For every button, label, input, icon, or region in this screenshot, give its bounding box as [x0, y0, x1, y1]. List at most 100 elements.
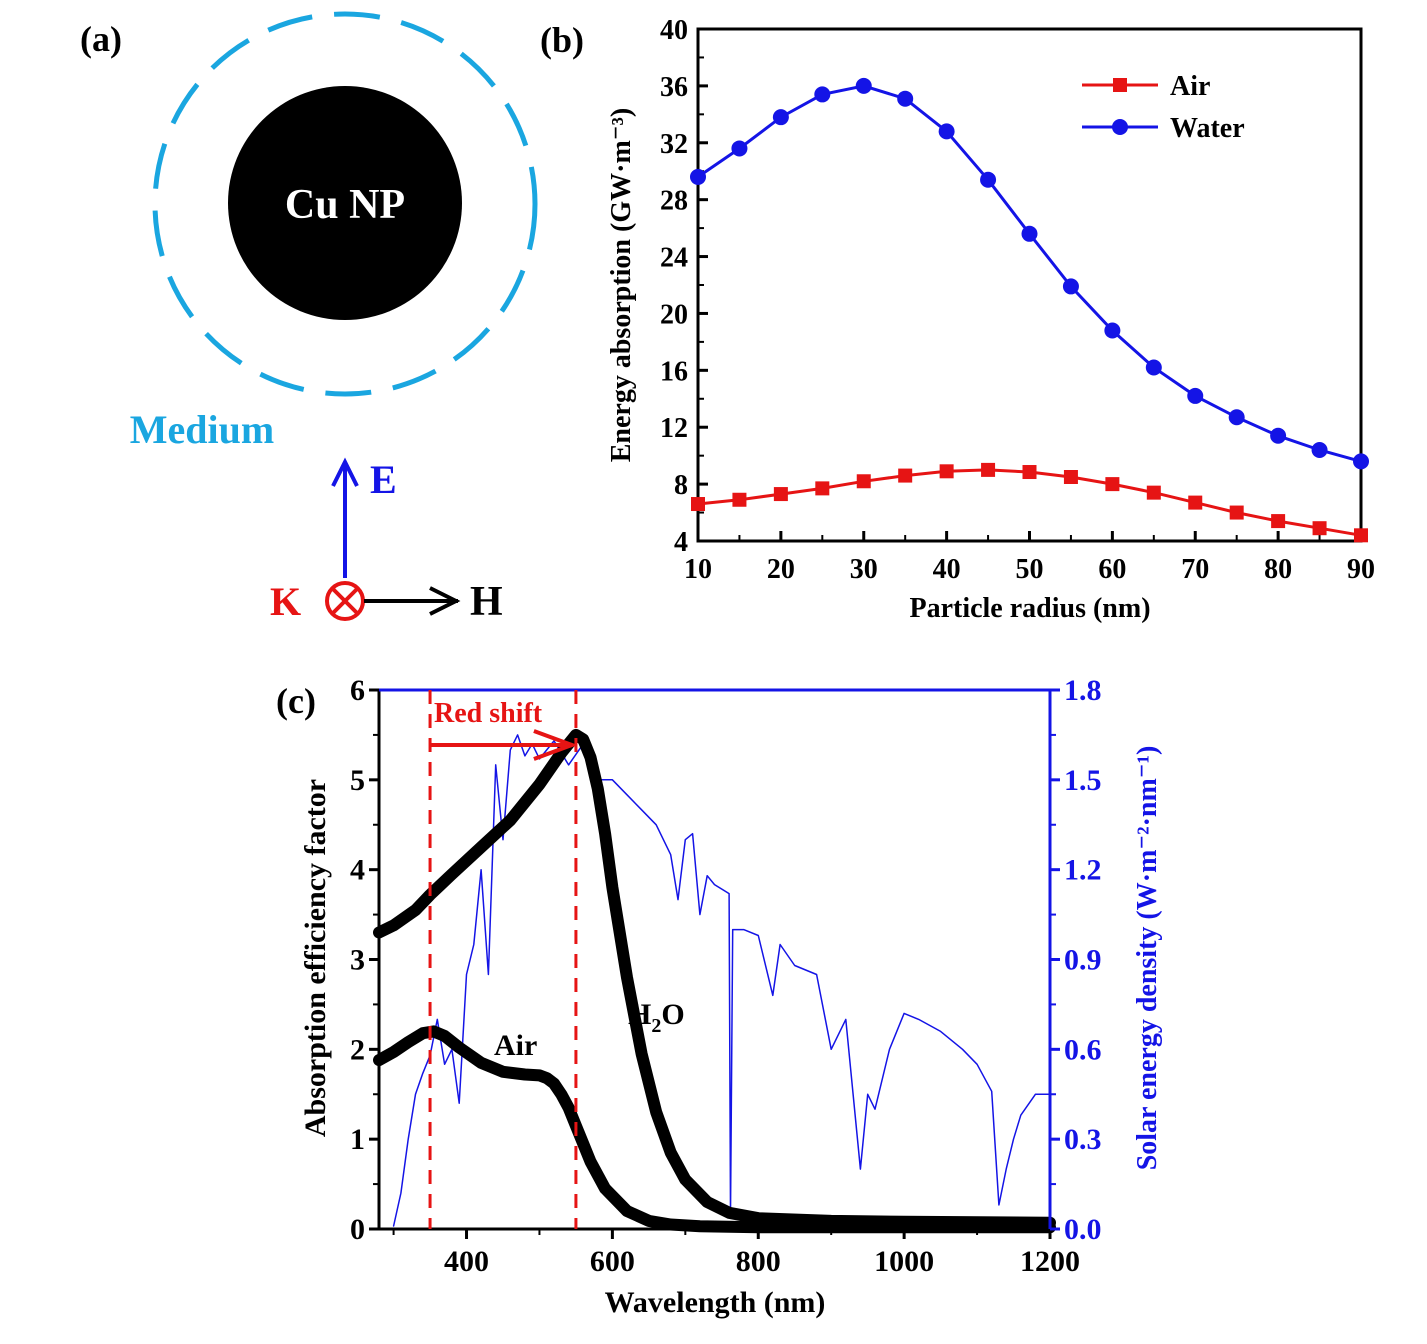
series-solar-spectrum: [392, 734, 1051, 1227]
x-tick-label-c: 1000: [874, 1245, 934, 1278]
data-point: [1062, 278, 1079, 295]
data-point: [1021, 225, 1038, 242]
data-point: [1146, 485, 1161, 500]
plot-c-ylabel-right: Solar energy density (W·m⁻²·nm⁻¹): [1132, 746, 1163, 1171]
data-point: [773, 487, 788, 502]
y-tick-label-b: 36: [660, 72, 688, 103]
plot-b-legend: Air Water: [1082, 71, 1245, 144]
series-h2o: [373, 728, 1056, 1229]
legend-label: Water: [1170, 113, 1245, 144]
data-point: [856, 474, 871, 489]
y-tick-label-c: 6: [350, 674, 365, 707]
x-tick-label-b: 90: [1347, 554, 1375, 585]
data-point: [1311, 441, 1328, 458]
e-label: E: [370, 457, 397, 502]
data-point: [1063, 470, 1078, 484]
data-point: [1187, 387, 1204, 404]
y-tick-label-c: 4: [350, 854, 365, 887]
y-tick-label-c: 3: [350, 944, 365, 977]
plot-b-xlabel: Particle radius (nm): [909, 593, 1150, 624]
y-right-tick-label-c: 0.9: [1064, 944, 1102, 977]
k-label: K: [270, 579, 301, 624]
data-point: [938, 123, 955, 140]
data-point: [815, 481, 830, 496]
data-point: [814, 86, 831, 103]
series-air: [373, 1025, 1056, 1234]
data-point: [1145, 359, 1162, 376]
data-point: [1354, 528, 1368, 543]
y-right-tick-label-c: 1.2: [1064, 854, 1102, 887]
air-curve-label: Air: [494, 1029, 537, 1062]
panel-a-label: (a): [80, 19, 122, 59]
panel-c-label: (c): [276, 681, 316, 721]
series-line: [697, 468, 1362, 537]
y-tick-label-b: 20: [660, 299, 688, 330]
y-right-tick-label-c: 0.3: [1064, 1123, 1102, 1156]
y-tick-label-b: 28: [660, 186, 688, 217]
data-point: [731, 140, 748, 157]
series-water: [690, 77, 1369, 470]
x-tick-label-c: 600: [590, 1245, 635, 1278]
h-label: H: [470, 579, 503, 625]
y-tick-label-b: 24: [660, 243, 688, 274]
data-point: [897, 90, 914, 107]
x-tick-label-c: 1200: [1020, 1245, 1080, 1278]
cu-nanoparticle: [228, 86, 462, 320]
x-tick-label-b: 30: [850, 554, 878, 585]
legend-marker: [1113, 78, 1127, 92]
e-arrow-head: [331, 457, 359, 487]
data-point: [732, 492, 747, 507]
x-tick-label-c: 400: [444, 1245, 489, 1278]
panel-b: (b) 10 20 30 40 50 60 70 80 90 4 8 12 16 20 24 28 32 36 40…: [540, 15, 1375, 624]
k-into-page-icon: [325, 581, 365, 621]
data-point: [981, 462, 996, 477]
data-point: [1228, 409, 1245, 426]
y-tick-label-c: 2: [350, 1033, 365, 1066]
data-point: [980, 171, 997, 188]
panel-a: (a) Cu NP Medium E K H: [80, 11, 538, 625]
data-point: [855, 77, 872, 94]
x-tick-label-b: 10: [684, 554, 712, 585]
y-right-tick-label-c: 0.6: [1064, 1033, 1102, 1066]
y-right-tick-label-c: 1.8: [1064, 674, 1102, 707]
panel-b-label: (b): [540, 20, 584, 60]
data-point: [1188, 495, 1203, 510]
particle-label: Cu NP: [285, 182, 405, 228]
plot-b-ylabel: Energy absorption (GW·m⁻³): [606, 108, 637, 463]
data-point: [1105, 477, 1120, 492]
plot-c-ylabel: Absorption efficiency factor: [299, 779, 332, 1137]
y-tick-label-b: 32: [660, 129, 688, 160]
x-tick-label-c: 800: [736, 1245, 781, 1278]
plot-c-xlabel: Wavelength (nm): [605, 1286, 826, 1319]
medium-label: Medium: [130, 407, 274, 452]
data-point: [939, 464, 954, 479]
x-tick-label-b: 20: [767, 554, 795, 585]
data-point: [1104, 322, 1121, 339]
y-tick-label-b: 40: [660, 15, 688, 46]
legend-marker: [1112, 119, 1128, 135]
data-point: [772, 109, 789, 126]
data-point: [690, 168, 706, 185]
y-tick-label-b: 16: [660, 356, 688, 387]
data-point: [1271, 514, 1286, 529]
plot-b-frame: [696, 27, 1363, 543]
x-tick-label-b: 60: [1098, 554, 1126, 585]
data-point: [1312, 521, 1327, 536]
h-arrow-head: [429, 586, 461, 616]
series-line: [697, 84, 1362, 463]
x-tick-label-b: 40: [933, 554, 961, 585]
medium-boundary: [152, 11, 538, 397]
data-point: [691, 497, 705, 512]
x-tick-label-b: 80: [1264, 554, 1292, 585]
panel-c: (c) 400 600 800 1000 1200 0 1 2 3 4 5 6 0.0 0.3 0.6 0.9…: [276, 674, 1163, 1319]
y-tick-label-b: 12: [660, 413, 688, 444]
x-tick-label-b: 70: [1181, 554, 1209, 585]
h2o-curve-label: H2O: [628, 998, 685, 1037]
legend-label: Air: [1170, 71, 1210, 102]
y-tick-label-c: 0: [350, 1213, 365, 1246]
y-tick-label-b: 4: [674, 527, 688, 558]
y-tick-label-c: 1: [350, 1123, 365, 1156]
data-point: [1353, 453, 1369, 470]
data-point: [1229, 505, 1244, 520]
